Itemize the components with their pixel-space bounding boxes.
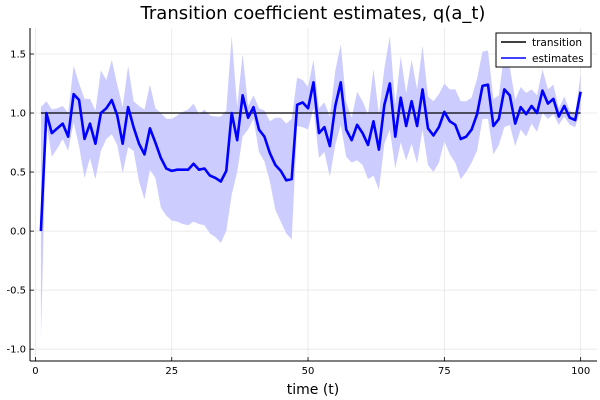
chart-title: Transition coefficient estimates, q(a_t) (140, 3, 486, 24)
x-tick-label-1: 25 (165, 366, 178, 377)
y-tick-label-0: -1.0 (6, 345, 26, 356)
confidence-band-layer (40, 36, 581, 340)
legend: transition estimates (495, 32, 592, 68)
y-tick-label-5: 1.5 (10, 49, 26, 60)
y-tick-label-4: 1.0 (10, 109, 26, 120)
series-layer (39, 81, 582, 232)
legend-box (495, 32, 592, 68)
x-tick-label-3: 75 (438, 366, 451, 377)
axis-layer: 0 25 50 75 100 -1.0 -0.5 0.0 0.5 1.0 1.5 (6, 28, 597, 377)
x-axis-label: time (t) (287, 382, 340, 398)
y-tick-label-2: 0.0 (10, 227, 26, 238)
estimates-confidence-band (40, 36, 581, 340)
legend-label-transition: transition (532, 37, 582, 49)
legend-label-estimates: estimates (532, 53, 584, 65)
x-tick-label-4: 100 (571, 366, 590, 377)
y-tick-label-1: -0.5 (6, 286, 26, 297)
x-tick-label-2: 50 (302, 366, 315, 377)
y-tick-label-3: 0.5 (10, 168, 26, 179)
estimates-line (39, 81, 582, 232)
x-tick-label-0: 0 (32, 366, 38, 377)
